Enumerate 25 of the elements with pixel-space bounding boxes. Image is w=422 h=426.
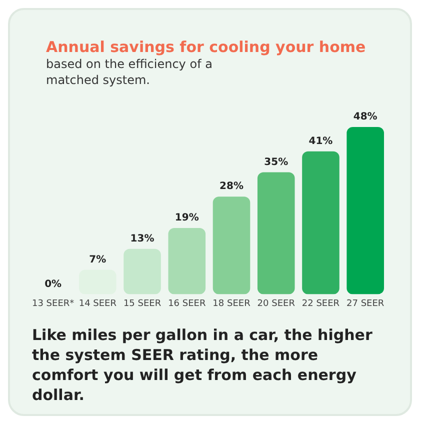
x-tick-label: 22 SEER <box>302 298 340 309</box>
x-tick-label: 18 SEER <box>212 298 250 309</box>
data-label: 0% <box>44 278 62 290</box>
data-label: 19% <box>174 212 199 224</box>
bar <box>346 126 384 294</box>
data-label: 7% <box>89 254 106 266</box>
x-tick-label: 15 SEER <box>123 298 162 309</box>
data-label: 41% <box>308 136 333 147</box>
chart-title: Annual savings for cooling your home <box>46 38 367 56</box>
bar <box>212 196 250 294</box>
x-tick-label: 20 SEER <box>257 298 295 309</box>
data-label: 35% <box>264 156 288 168</box>
x-tick-label: 16 SEER <box>168 298 206 309</box>
bar <box>302 151 340 294</box>
text: Like miles per gallon in a car, the higher the system SEER rating, the more comfort you will get from each energy dollar. <box>32 325 374 405</box>
x-tick-label: 27 SEER <box>346 298 384 309</box>
data-label: 48% <box>353 112 378 123</box>
data-label: 13% <box>130 234 154 244</box>
bar <box>124 248 161 294</box>
x-tick-label: 14 SEER <box>78 298 116 309</box>
chart-subtitle: based on the efficiency of a matched system. <box>46 56 214 88</box>
bar <box>257 172 295 294</box>
x-tick-label: 13 SEER* <box>32 298 75 309</box>
bar <box>168 228 206 294</box>
data-label: 28% <box>220 181 244 192</box>
